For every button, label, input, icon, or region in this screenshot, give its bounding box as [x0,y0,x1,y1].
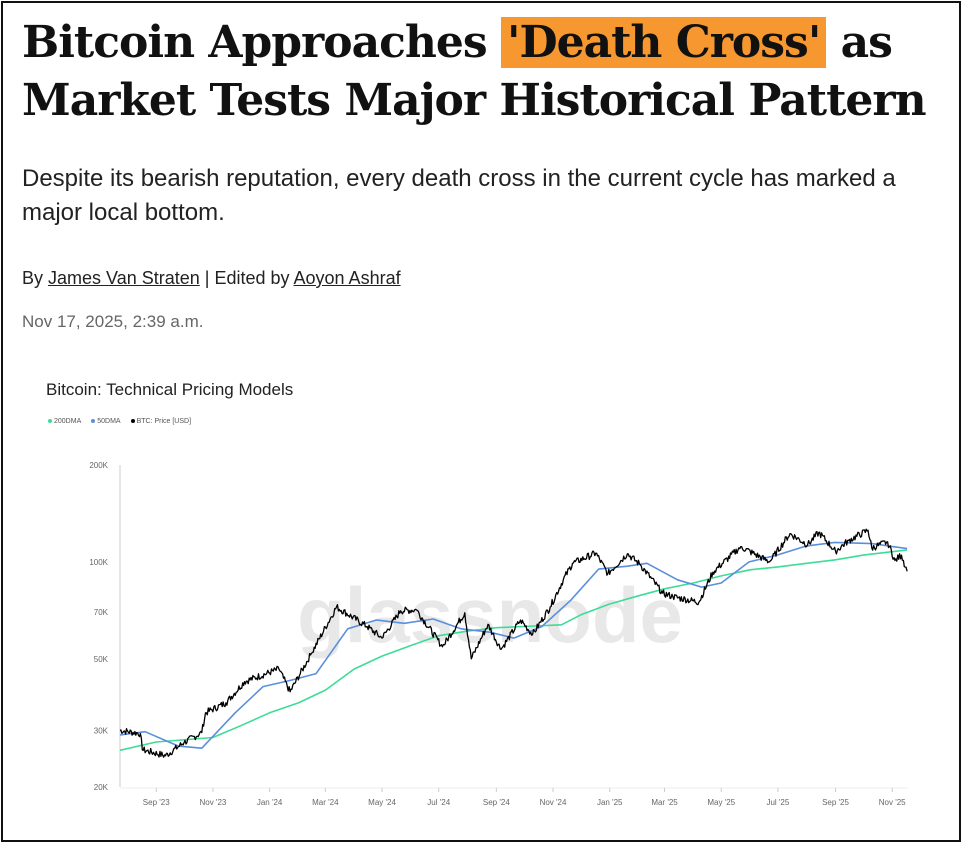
headline: Bitcoin Approaches 'Death Cross' as Mark… [22,17,927,126]
y-tick-label: 20K [94,783,109,792]
x-tick-label: May '25 [707,798,735,807]
y-tick-label: 200K [89,461,108,470]
legend-dot [48,419,52,424]
author-link[interactable]: James Van Straten [48,268,200,288]
x-tick-label: Sep '24 [483,798,510,807]
x-tick-label: Nov '23 [199,798,226,807]
subheadline: Despite its bearish reputation, every de… [22,165,896,226]
x-tick-label: Mar '25 [651,798,678,807]
x-tick-label: Mar '24 [312,798,339,807]
publish-date: Nov 17, 2025, 2:39 a.m. [22,312,204,331]
x-tick-label: Jul '24 [427,798,450,807]
x-tick-label: Sep '25 [822,798,849,807]
y-tick-label: 30K [94,726,109,735]
chart-title: Bitcoin: Technical Pricing Models [46,380,294,399]
x-tick-label: Nov '25 [879,798,906,807]
legend-item-50dma[interactable]: 50DMA [91,418,121,425]
series-line-200dma [119,549,908,752]
y-tick-label: 100K [89,558,108,567]
watermark: glassnode [297,571,683,659]
chart-legend: 200DMA 50DMA BTC: Price [USD] [48,418,191,425]
x-tick-label: May '24 [368,798,396,807]
legend-dot [130,419,135,424]
series-line-btc-price-usd- [119,528,908,758]
series-line-50dma [119,541,908,750]
legend-dot [91,419,96,424]
y-tick-label: 70K [94,608,109,617]
x-tick-label: Jul '25 [766,798,789,807]
legend-item-200dma[interactable]: 200DMA [48,418,81,425]
headline-highlight: 'Death Cross' [500,17,827,68]
x-tick-label: Jan '25 [597,798,623,807]
x-tick-label: Nov '24 [540,798,567,807]
byline: By James Van Straten | Edited by Aoyon A… [22,268,401,288]
y-tick-label: 50K [94,655,109,664]
editor-link[interactable]: Aoyon Ashraf [293,268,401,288]
x-tick-label: Sep '23 [143,798,170,807]
x-tick-label: Jan '24 [257,798,283,807]
legend-item-price[interactable]: BTC: Price [USD] [130,418,191,425]
